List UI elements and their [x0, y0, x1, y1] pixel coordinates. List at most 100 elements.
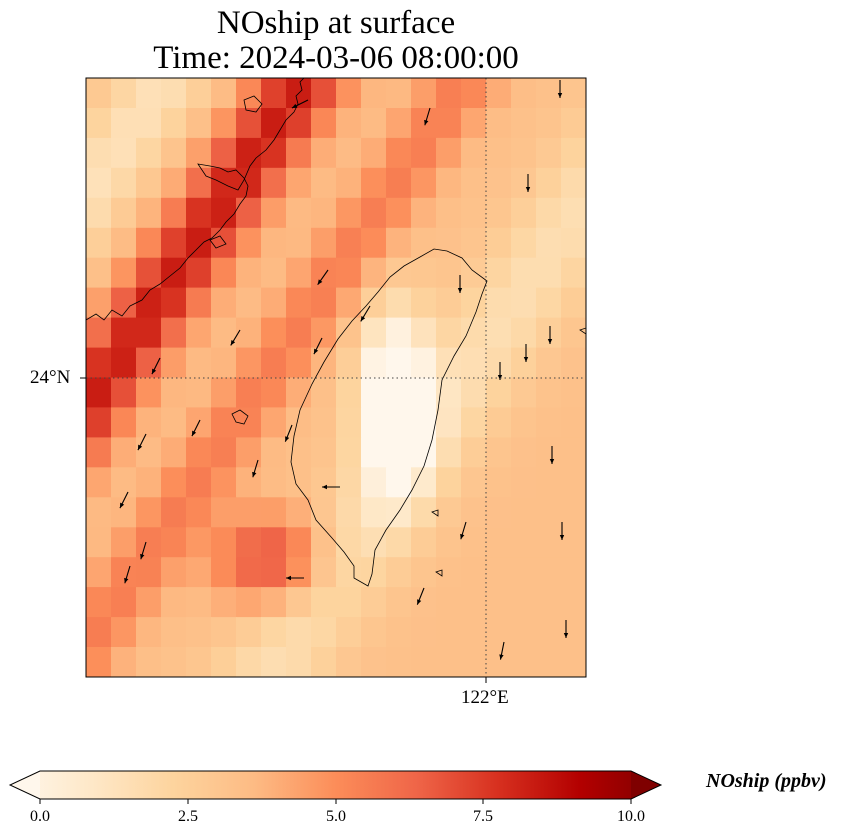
field-cell: [561, 497, 586, 528]
field-cell: [86, 407, 112, 438]
field-cell: [511, 497, 537, 528]
field-cell: [561, 317, 586, 349]
field-cell: [436, 167, 462, 199]
field-cell: [511, 377, 537, 409]
field-cell: [211, 137, 237, 169]
field-cell: [411, 527, 437, 558]
field-cell: [286, 617, 312, 648]
field-cell: [511, 287, 537, 319]
field-cell: [161, 527, 187, 558]
field-cell: [411, 78, 437, 109]
island-coastline: [431, 509, 439, 517]
field-cell: [461, 497, 487, 528]
colorbar-fill: [10, 771, 661, 799]
field-cell: [161, 137, 187, 169]
field-cell: [336, 557, 362, 588]
field-cell: [536, 497, 562, 528]
field-cell: [111, 497, 137, 528]
field-cell: [361, 437, 387, 468]
field-cell: [161, 497, 187, 528]
field-cell: [536, 108, 562, 139]
field-cell: [486, 78, 512, 109]
wind-arrow-head: [230, 340, 236, 346]
field-cell: [536, 527, 562, 558]
field-cell: [311, 527, 337, 558]
field-cell: [386, 227, 412, 259]
field-cell: [386, 137, 412, 169]
field-cell: [186, 108, 212, 139]
field-cell: [486, 617, 512, 648]
field-cell: [336, 287, 362, 319]
wind-arrow-head: [313, 348, 319, 355]
field-cell: [111, 407, 137, 438]
field-cell: [86, 167, 112, 199]
field-cell: [161, 647, 187, 677]
field-cell: [211, 467, 237, 498]
field-cell: [336, 407, 362, 438]
field-cell: [536, 257, 562, 289]
field-cell: [211, 377, 237, 409]
field-cell: [136, 317, 162, 349]
field-cell: [386, 287, 412, 319]
field-cell: [361, 257, 387, 289]
wind-arrow-head: [140, 553, 145, 560]
field-cell: [86, 197, 112, 229]
field-cell: [136, 497, 162, 528]
field-cell: [511, 167, 537, 199]
field-cell: [536, 437, 562, 468]
field-cell: [536, 557, 562, 588]
field-cell: [286, 287, 312, 319]
field-cell: [186, 647, 212, 677]
field-cell: [86, 137, 112, 169]
field-cell: [386, 557, 412, 588]
field-cell: [286, 407, 312, 438]
field-cell: [461, 437, 487, 468]
field-cell: [261, 257, 287, 289]
field-cell: [186, 437, 212, 468]
field-cell: [136, 587, 162, 618]
field-cell: [536, 78, 562, 109]
field-cell: [386, 347, 412, 379]
field-cell: [86, 497, 112, 528]
field-cell: [461, 527, 487, 558]
field-cell: [311, 647, 337, 677]
field-cell: [311, 317, 337, 349]
field-cell: [486, 497, 512, 528]
field-cell: [436, 467, 462, 498]
field-cell: [386, 317, 412, 349]
field-cell: [461, 227, 487, 259]
field-cell: [111, 227, 137, 259]
field-cell: [411, 437, 437, 468]
field-cell: [411, 137, 437, 169]
field-cell: [286, 227, 312, 259]
field-cell: [361, 108, 387, 139]
field-cell: [561, 78, 586, 109]
concentration-field: [86, 78, 586, 677]
field-cell: [161, 227, 187, 259]
field-cell: [411, 317, 437, 349]
field-cell: [261, 437, 287, 468]
colorbar-low-extend: [10, 771, 40, 799]
field-cell: [461, 377, 487, 409]
field-cell: [361, 527, 387, 558]
field-cell: [386, 527, 412, 558]
field-cell: [136, 557, 162, 588]
field-cell: [86, 347, 112, 379]
wind-arrow-head: [523, 357, 529, 362]
wind-arrow-head: [360, 316, 366, 322]
field-cell: [161, 407, 187, 438]
field-cell: [86, 467, 112, 498]
field-cell: [111, 347, 137, 379]
island-coastline: [435, 569, 443, 577]
field-cell: [361, 137, 387, 169]
field-cell: [461, 557, 487, 588]
field-cell: [211, 197, 237, 229]
field-cell: [86, 227, 112, 259]
wind-arrow-head: [285, 436, 290, 442]
field-cell: [336, 78, 362, 109]
field-cell: [561, 137, 586, 169]
field-cell: [136, 377, 162, 409]
field-cell: [536, 647, 562, 677]
field-cell: [311, 137, 337, 169]
field-cell: [311, 227, 337, 259]
